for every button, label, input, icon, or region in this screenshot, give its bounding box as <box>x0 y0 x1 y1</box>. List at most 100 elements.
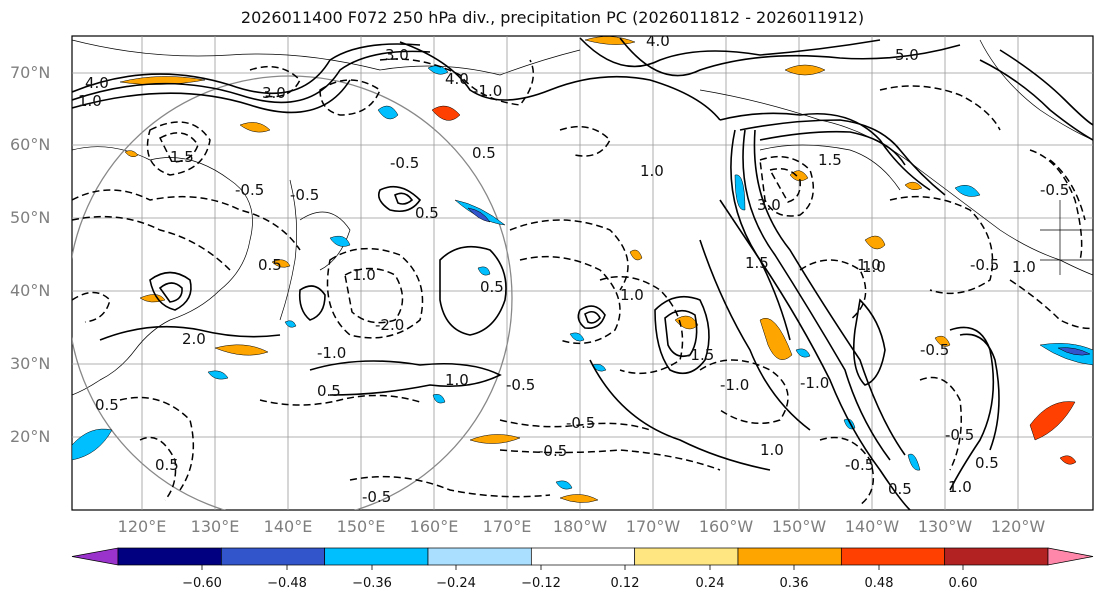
contour-label: 1.0 <box>948 478 972 496</box>
colorbar-tick-label: 0.24 <box>695 576 725 591</box>
map-title: 2026011400 F072 250 hPa div., precipitat… <box>240 8 865 27</box>
colorbar-segment <box>324 547 429 566</box>
contour-label: -0.5 <box>506 376 535 394</box>
contour-label: -1.0 <box>720 376 749 394</box>
colorbar-tick-label: −0.12 <box>521 576 561 591</box>
contour-label: 0.5 <box>155 456 179 474</box>
contour-label: -2.0 <box>375 316 404 334</box>
contour-label: 1.5 <box>818 151 842 169</box>
contour-label: 0.5 <box>480 278 504 296</box>
contour-label: 3.0 <box>757 196 781 214</box>
colorbar-segment <box>737 547 842 566</box>
contour-label: -1.0 <box>800 374 829 392</box>
colorbar-segment <box>944 547 1049 566</box>
colorbar-tick-label: −0.48 <box>267 576 307 591</box>
contour-label: 0.5 <box>472 144 496 162</box>
colorbar-tick-label: −0.60 <box>182 576 222 591</box>
contour-label: -0.5 <box>920 341 949 359</box>
contour-label: 1.0 <box>857 256 881 274</box>
colorbar-segment <box>634 547 739 566</box>
lon-label: 130°W <box>917 517 973 536</box>
lat-label: 70°N <box>10 63 51 82</box>
contour-label: -1.0 <box>473 82 502 100</box>
contour-label: 1.0 <box>78 92 102 110</box>
range-circle <box>72 75 513 510</box>
contour-label: 4.0 <box>445 70 469 88</box>
contour-label: -0.5 <box>845 456 874 474</box>
lon-label: 130°E <box>190 517 240 536</box>
contour-label: 0.5 <box>975 454 999 472</box>
contour-label: -0.5 <box>538 442 567 460</box>
colorbar-segment <box>117 547 222 566</box>
contour-label: -0.5 <box>290 186 319 204</box>
contour-label: 3.0 <box>385 46 409 64</box>
contour-label: 0.5 <box>258 256 282 274</box>
lat-label: 40°N <box>10 281 51 300</box>
colorbar-ticks <box>201 565 964 570</box>
contour-label: 3.0 <box>262 84 286 102</box>
contour-label: -0.5 <box>945 426 974 444</box>
lat-label: 60°N <box>10 135 51 154</box>
contour-label: 0.5 <box>888 480 912 498</box>
contour-label: 0.5 <box>95 396 119 414</box>
contour-label: -0.5 <box>362 488 391 506</box>
colorbar-tick-label: 0.60 <box>948 576 978 591</box>
lon-label: 180°W <box>552 517 608 536</box>
contour-label: 1.0 <box>1012 258 1036 276</box>
colorbar-tick-label: 0.48 <box>864 576 894 591</box>
colorbar-segment <box>220 547 326 566</box>
contour-label: -0.5 <box>235 181 264 199</box>
colorbar-tick-label: −0.24 <box>436 576 476 591</box>
contour-label: 0.5 <box>317 382 341 400</box>
contour-label: 2.0 <box>182 330 206 348</box>
solid-contours <box>72 37 1093 510</box>
lon-label: 120°E <box>117 517 167 536</box>
contour-label: -0.5 <box>566 414 595 432</box>
contour-label: 1.0 <box>760 441 784 459</box>
colorbar-extend-high <box>1047 547 1094 566</box>
negative-precip <box>72 65 1093 490</box>
contour-label: 1.0 <box>445 371 469 389</box>
lon-label: 160°E <box>409 517 459 536</box>
lon-label: 150°W <box>771 517 827 536</box>
contour-label: 1.5 <box>170 148 194 166</box>
contour-label: -0.5 <box>390 154 419 172</box>
contour-label: 1.5 <box>745 254 769 272</box>
lon-label: 140°E <box>263 517 313 536</box>
contour-label: 4.0 <box>85 74 109 92</box>
contour-label: 4.0 <box>646 32 670 50</box>
lon-label: 120°W <box>990 517 1046 536</box>
contour-label: 1.0 <box>862 258 886 276</box>
contour-label: -0.5 <box>1040 181 1069 199</box>
colorbar-tick-label: −0.36 <box>352 576 392 591</box>
colorbar-segment <box>840 547 946 566</box>
colorbar-extend-low <box>71 547 119 566</box>
contour-label: 1.0 <box>352 266 376 284</box>
lon-label: 170°E <box>482 517 532 536</box>
gridlines <box>72 36 1093 510</box>
colorbar-tick-label: 0.36 <box>779 576 809 591</box>
coastlines <box>72 39 1093 396</box>
colorbar-segment <box>530 547 636 566</box>
strong-negative-precip <box>467 207 1091 356</box>
contour-label: 1.0 <box>620 286 644 304</box>
map-area <box>71 35 1094 511</box>
contour-label: -0.5 <box>970 256 999 274</box>
contour-labels: 4.0 5.0 3.0 4.0 1.0 4.0 3.0 -1.0 0.5 1.0… <box>78 32 1069 506</box>
lat-label: 30°N <box>10 354 51 373</box>
dashed-contours <box>72 58 1093 506</box>
contour-label: 1.0 <box>640 162 664 180</box>
contour-label: -1.0 <box>317 344 346 362</box>
contour-label: 5.0 <box>895 46 919 64</box>
lat-label: 50°N <box>10 208 51 227</box>
lon-label: 140°W <box>844 517 900 536</box>
lon-label: 170°W <box>625 517 681 536</box>
colorbar-segment <box>427 547 532 566</box>
colorbar <box>71 547 1094 566</box>
contour-label: 0.5 <box>415 204 439 222</box>
colorbar-tick-label: 0.12 <box>610 576 640 591</box>
lat-label: 20°N <box>10 427 51 446</box>
contour-label: -1.5 <box>685 346 714 364</box>
lon-label: 150°E <box>336 517 386 536</box>
